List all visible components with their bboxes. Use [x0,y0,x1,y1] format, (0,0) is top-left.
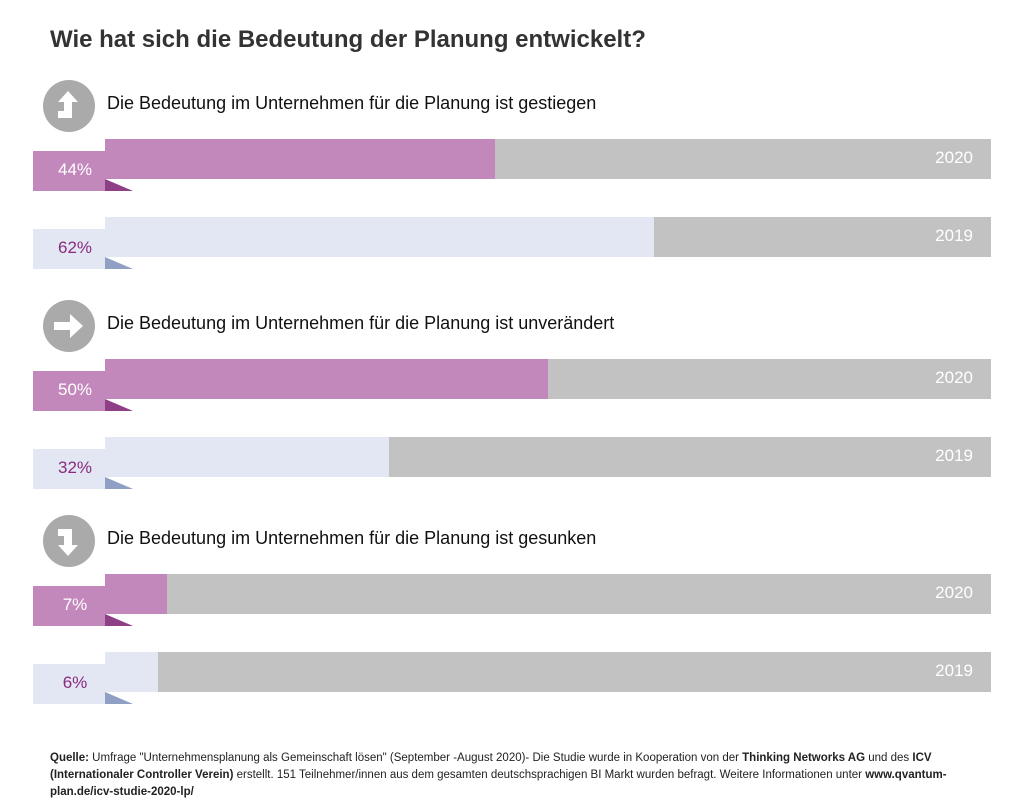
bar-row-2020: 2020 50% [0,359,1024,411]
arrow-up-icon [43,80,95,132]
value-label: 50% [57,380,93,399]
bar-row-2020: 2020 7% [0,574,1024,626]
value-tab [33,586,105,626]
bar-row-2019: 2019 6% [0,652,1024,704]
footer-text-1: Umfrage "Unternehmensplanung als Gemeins… [88,752,743,764]
group-1: Die Bedeutung im Unternehmen für die Pla… [0,80,1024,290]
footer-url[interactable]: www.qvantum-plan.de/icv-studie-2020-lp/ [50,769,947,798]
fold-corner [105,692,133,704]
year-label: 2020 [935,368,973,387]
fold-corner [105,477,133,489]
value-label: 7% [62,595,88,614]
bar-fill [105,217,655,257]
value-tab [33,664,105,704]
footer-source-label: Quelle: [50,752,89,764]
footer-text-2: und des [865,752,913,764]
group-label: Die Bedeutung im Unternehmen für die Pla… [107,313,615,333]
fold-corner [105,179,133,191]
value-tab [33,151,105,191]
value-label: 6% [62,673,88,692]
value-label: 32% [57,458,93,477]
bar-track: 2019 [105,652,991,692]
chart-title: Wie hat sich die Bedeutung der Planung e… [50,26,646,53]
bar-fill [105,139,495,179]
bar-fill [105,359,548,399]
source-footer: Quelle: Umfrage "Unternehmensplanung als… [50,750,980,801]
footer-partner-1: Thinking Networks AG [742,752,866,764]
value-tab [33,449,105,489]
year-label: 2019 [935,446,973,465]
bar-track: 2019 [105,217,991,257]
value-label: 62% [57,238,93,257]
arrow-down-icon [43,515,95,567]
year-label: 2019 [935,661,973,680]
fold-corner [105,614,133,626]
bar-track: 2019 [105,437,991,477]
year-label: 2020 [935,583,973,602]
bar-track: 2020 [105,359,991,399]
year-label: 2019 [935,226,973,245]
value-tab [33,229,105,269]
bar-fill [105,652,159,692]
group-label: Die Bedeutung im Unternehmen für die Pla… [107,528,597,548]
bar-track: 2020 [105,574,991,614]
bar-row-2019: 2019 32% [0,437,1024,489]
value-label: 44% [57,160,93,179]
fold-corner [105,257,133,269]
bar-fill [105,574,168,614]
arrow-right-icon [43,300,95,352]
group-label: Die Bedeutung im Unternehmen für die Pla… [107,93,597,113]
bar-row-2019: 2019 62% [0,217,1024,269]
value-tab [33,371,105,411]
footer-text-3: erstellt. 151 Teilnehmer/innen aus dem g… [233,769,866,781]
footer-partner-2: ICV (Internationaler Controller Verein) [50,752,932,781]
group-2: Die Bedeutung im Unternehmen für die Pla… [0,300,1024,510]
bar-fill [105,437,389,477]
bar-track: 2020 [105,139,991,179]
group-3: Die Bedeutung im Unternehmen für die Pla… [0,515,1024,725]
bar-row-2020: 2020 44% [0,139,1024,191]
year-label: 2020 [935,148,973,167]
fold-corner [105,399,133,411]
